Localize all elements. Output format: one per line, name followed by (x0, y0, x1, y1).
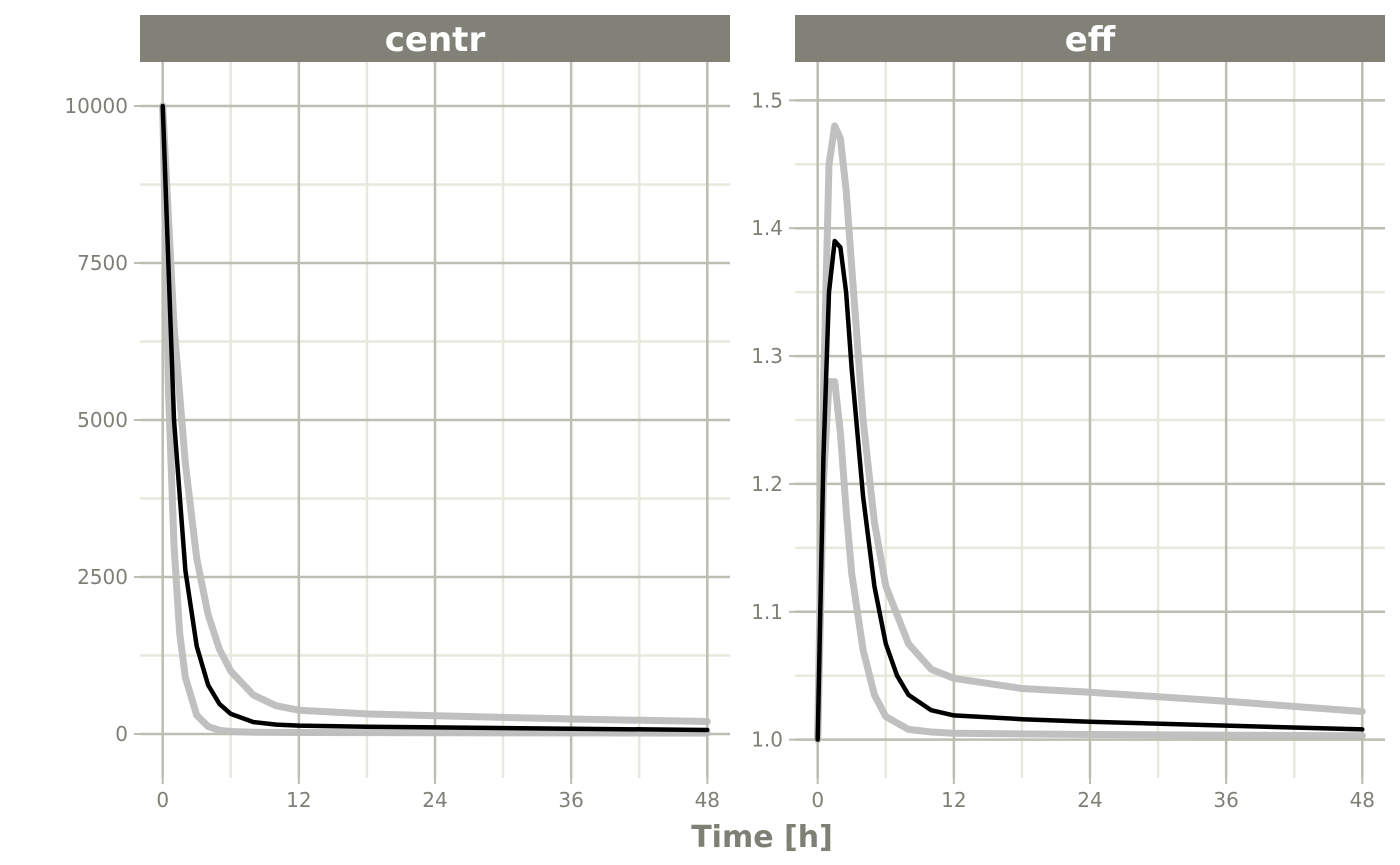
x-tick-label: 0 (811, 788, 824, 812)
x-tick-label: 0 (156, 788, 169, 812)
panel-eff: eff 0 12 24 36 48 1.0 1.1 1.2 1.3 1.4 1.5 (751, 15, 1385, 812)
x-tick-label: 24 (1077, 788, 1102, 812)
y-tick-label: 1.5 (751, 88, 783, 112)
grid (795, 62, 1385, 778)
y-tick-label: 1.2 (751, 472, 783, 496)
x-tick-label: 24 (422, 788, 447, 812)
band-lower-line (814, 378, 1366, 744)
band-lower-line (159, 102, 711, 737)
x-tick-label: 12 (286, 788, 311, 812)
series-lines (159, 102, 711, 737)
y-tick-label: 5000 (77, 408, 128, 432)
band-upper-line (159, 102, 711, 725)
facet-panels: centr 0 12 24 36 48 0 2500 5000 7500 10000 eff 0 12 24… (64, 15, 1385, 812)
median-line (160, 103, 710, 733)
y-tick-label: 2500 (77, 565, 128, 589)
y-tick-label: 1.0 (751, 728, 783, 752)
panel-centr: centr 0 12 24 36 48 0 2500 5000 7500 10000 (64, 15, 730, 812)
axes: 0 12 24 36 48 1.0 1.1 1.2 1.3 1.4 1.5 (751, 88, 1375, 812)
y-tick-label: 1.1 (751, 600, 783, 624)
x-tick-label: 48 (695, 788, 720, 812)
facet-title: eff (1065, 20, 1116, 60)
band-upper-line (814, 122, 1366, 744)
x-tick-label: 36 (558, 788, 583, 812)
y-tick-label: 10000 (64, 94, 128, 118)
x-tick-label: 36 (1213, 788, 1238, 812)
facet-title: centr (385, 20, 486, 60)
axes: 0 12 24 36 48 0 2500 5000 7500 10000 (64, 94, 720, 812)
y-tick-label: 1.4 (751, 216, 783, 240)
x-tick-label: 48 (1350, 788, 1375, 812)
facet-strip (140, 15, 730, 62)
y-tick-label: 1.3 (751, 344, 783, 368)
facet-strip (795, 15, 1385, 62)
x-axis-title: Time [h] (691, 820, 833, 855)
median-line (815, 238, 1365, 742)
y-tick-label: 7500 (77, 251, 128, 275)
x-tick-label: 12 (941, 788, 966, 812)
series-lines (814, 122, 1366, 744)
y-tick-label: 0 (115, 722, 128, 746)
